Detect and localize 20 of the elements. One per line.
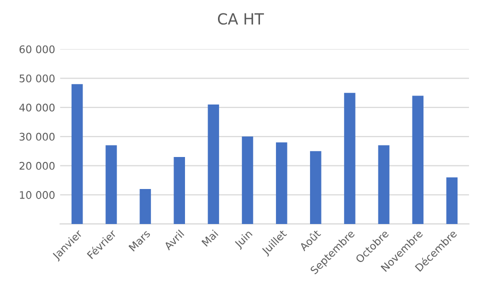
y-tick-label: 50 000: [20, 74, 55, 82]
y-tick-label: 10 000: [20, 191, 55, 199]
y-tick-label: 60 000: [20, 45, 55, 54]
y-tick-label: 20 000: [20, 162, 55, 170]
bar: [72, 84, 83, 224]
bar: [276, 142, 288, 224]
x-tick-label: Mai: [201, 230, 218, 247]
bar: [378, 145, 390, 224]
y-tick-label: 40 000: [19, 104, 55, 112]
bar: [208, 104, 220, 224]
bar: [412, 96, 424, 224]
y-tick-label: 30 000: [20, 132, 55, 141]
bar: [140, 189, 151, 224]
bar: [106, 145, 117, 224]
bar: [174, 156, 185, 224]
bar: [446, 177, 458, 224]
bar: [242, 136, 254, 224]
bar: [310, 151, 322, 224]
bar: [344, 92, 356, 224]
chart-title: CA HT: [218, 13, 264, 25]
